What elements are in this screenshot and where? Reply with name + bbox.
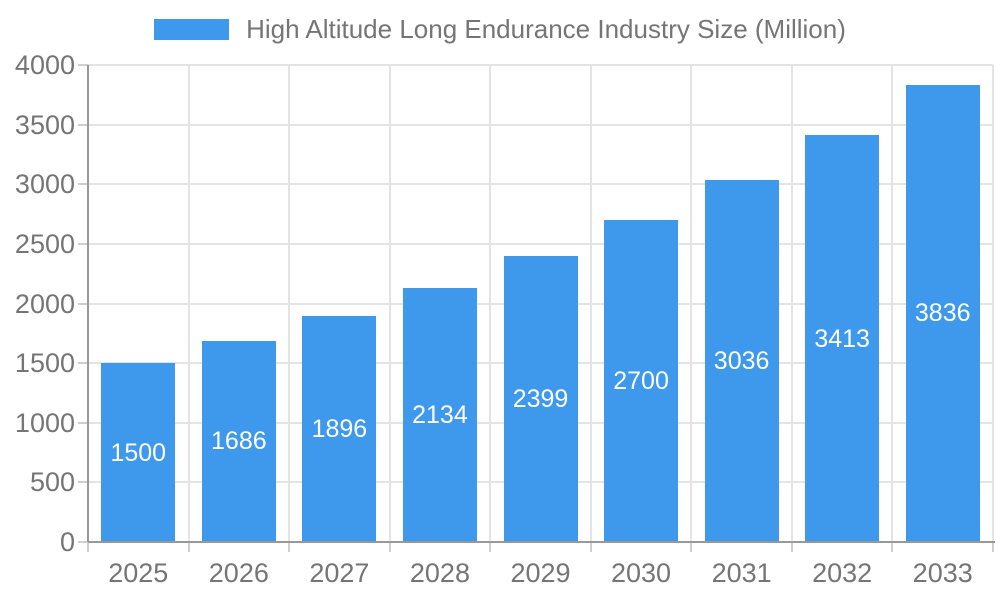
legend-swatch	[154, 18, 230, 40]
bar-value-label: 1896	[311, 414, 368, 443]
y-axis-tick	[78, 242, 88, 245]
gridline-vertical	[690, 65, 693, 542]
bar-value-label: 2134	[412, 400, 468, 429]
gridline-horizontal	[88, 123, 993, 126]
bar-value-label: 1686	[211, 427, 267, 456]
gridline-vertical	[288, 65, 291, 542]
bar-value-label: 2399	[512, 384, 569, 413]
y-axis-tick-label: 500	[29, 467, 75, 498]
x-axis-tick	[187, 542, 190, 552]
y-axis-tick-label: 2500	[14, 228, 75, 259]
x-axis-tick	[288, 542, 291, 552]
bar: 3413	[805, 135, 880, 542]
y-axis-tick	[78, 421, 88, 424]
bar: 1896	[302, 315, 377, 542]
y-axis-tick	[78, 64, 88, 66]
bar-value-label: 3836	[914, 299, 971, 328]
bar-value-label: 3036	[713, 346, 770, 375]
x-axis-tick	[790, 542, 793, 552]
x-axis-tick-label: 2027	[309, 558, 370, 588]
gridline-horizontal	[88, 242, 993, 245]
gridline-vertical	[891, 65, 894, 542]
bar: 3036	[704, 179, 779, 542]
gridline-vertical	[187, 65, 190, 542]
legend-label: High Altitude Long Endurance Industry Si…	[246, 14, 846, 44]
y-axis-tick-label: 1000	[14, 407, 75, 438]
bar: 1686	[201, 340, 276, 542]
y-axis-line	[87, 65, 89, 542]
x-axis-tick	[589, 542, 592, 552]
x-axis-tick-label: 2029	[510, 558, 571, 588]
bar-value-label: 3413	[814, 324, 870, 353]
bar: 1500	[101, 363, 176, 542]
y-axis-tick-label: 4000	[14, 50, 75, 80]
y-axis-tick-label: 0	[59, 527, 75, 557]
y-axis-tick	[78, 541, 88, 543]
x-axis-tick-label: 2030	[611, 558, 672, 588]
gridline-vertical	[992, 65, 994, 542]
x-axis-tick	[992, 542, 994, 552]
x-axis-line	[88, 541, 995, 543]
bar-value-label: 1500	[110, 438, 167, 467]
y-axis-tick-label: 3000	[14, 169, 75, 200]
plot-area: 1500 1686 1896 2134 2399 2700 3036 3413 3836	[78, 64, 995, 552]
x-axis-tick-label: 2026	[208, 558, 269, 588]
y-axis-tick	[78, 481, 88, 484]
gridline-vertical	[489, 65, 492, 542]
x-axis-tick	[489, 542, 492, 552]
bar: 2700	[604, 220, 679, 542]
x-axis-tick	[87, 542, 89, 552]
gridline-horizontal	[88, 183, 993, 186]
y-axis-tick-label: 3500	[14, 109, 75, 140]
y-axis-tick	[78, 183, 88, 186]
gridline-horizontal	[88, 64, 993, 66]
bar: 3836	[905, 84, 980, 542]
x-axis-tick-label: 2032	[812, 558, 873, 588]
x-axis-tick-label: 2033	[912, 558, 973, 588]
legend-item[interactable]: High Altitude Long Endurance Industry Si…	[154, 14, 846, 44]
x-axis-tick-label: 2028	[409, 558, 470, 588]
bar: 2399	[503, 255, 578, 542]
x-axis-tick	[690, 542, 693, 552]
x-axis-tick-label: 2025	[108, 558, 169, 588]
gridline-vertical	[790, 65, 793, 542]
x-axis-tick	[891, 542, 894, 552]
y-axis-tick	[78, 362, 88, 365]
bar: 2134	[402, 287, 477, 542]
legend: High Altitude Long Endurance Industry Si…	[0, 14, 1000, 44]
x-axis-tick-label: 2031	[711, 558, 772, 588]
y-axis-tick	[78, 123, 88, 126]
x-axis-tick	[388, 542, 391, 552]
gridline-vertical	[388, 65, 391, 542]
bar-value-label: 2700	[613, 367, 669, 396]
y-axis-tick	[78, 302, 88, 305]
y-axis-tick-label: 1500	[14, 348, 75, 379]
y-axis-tick-label: 2000	[14, 288, 75, 319]
gridline-vertical	[589, 65, 592, 542]
